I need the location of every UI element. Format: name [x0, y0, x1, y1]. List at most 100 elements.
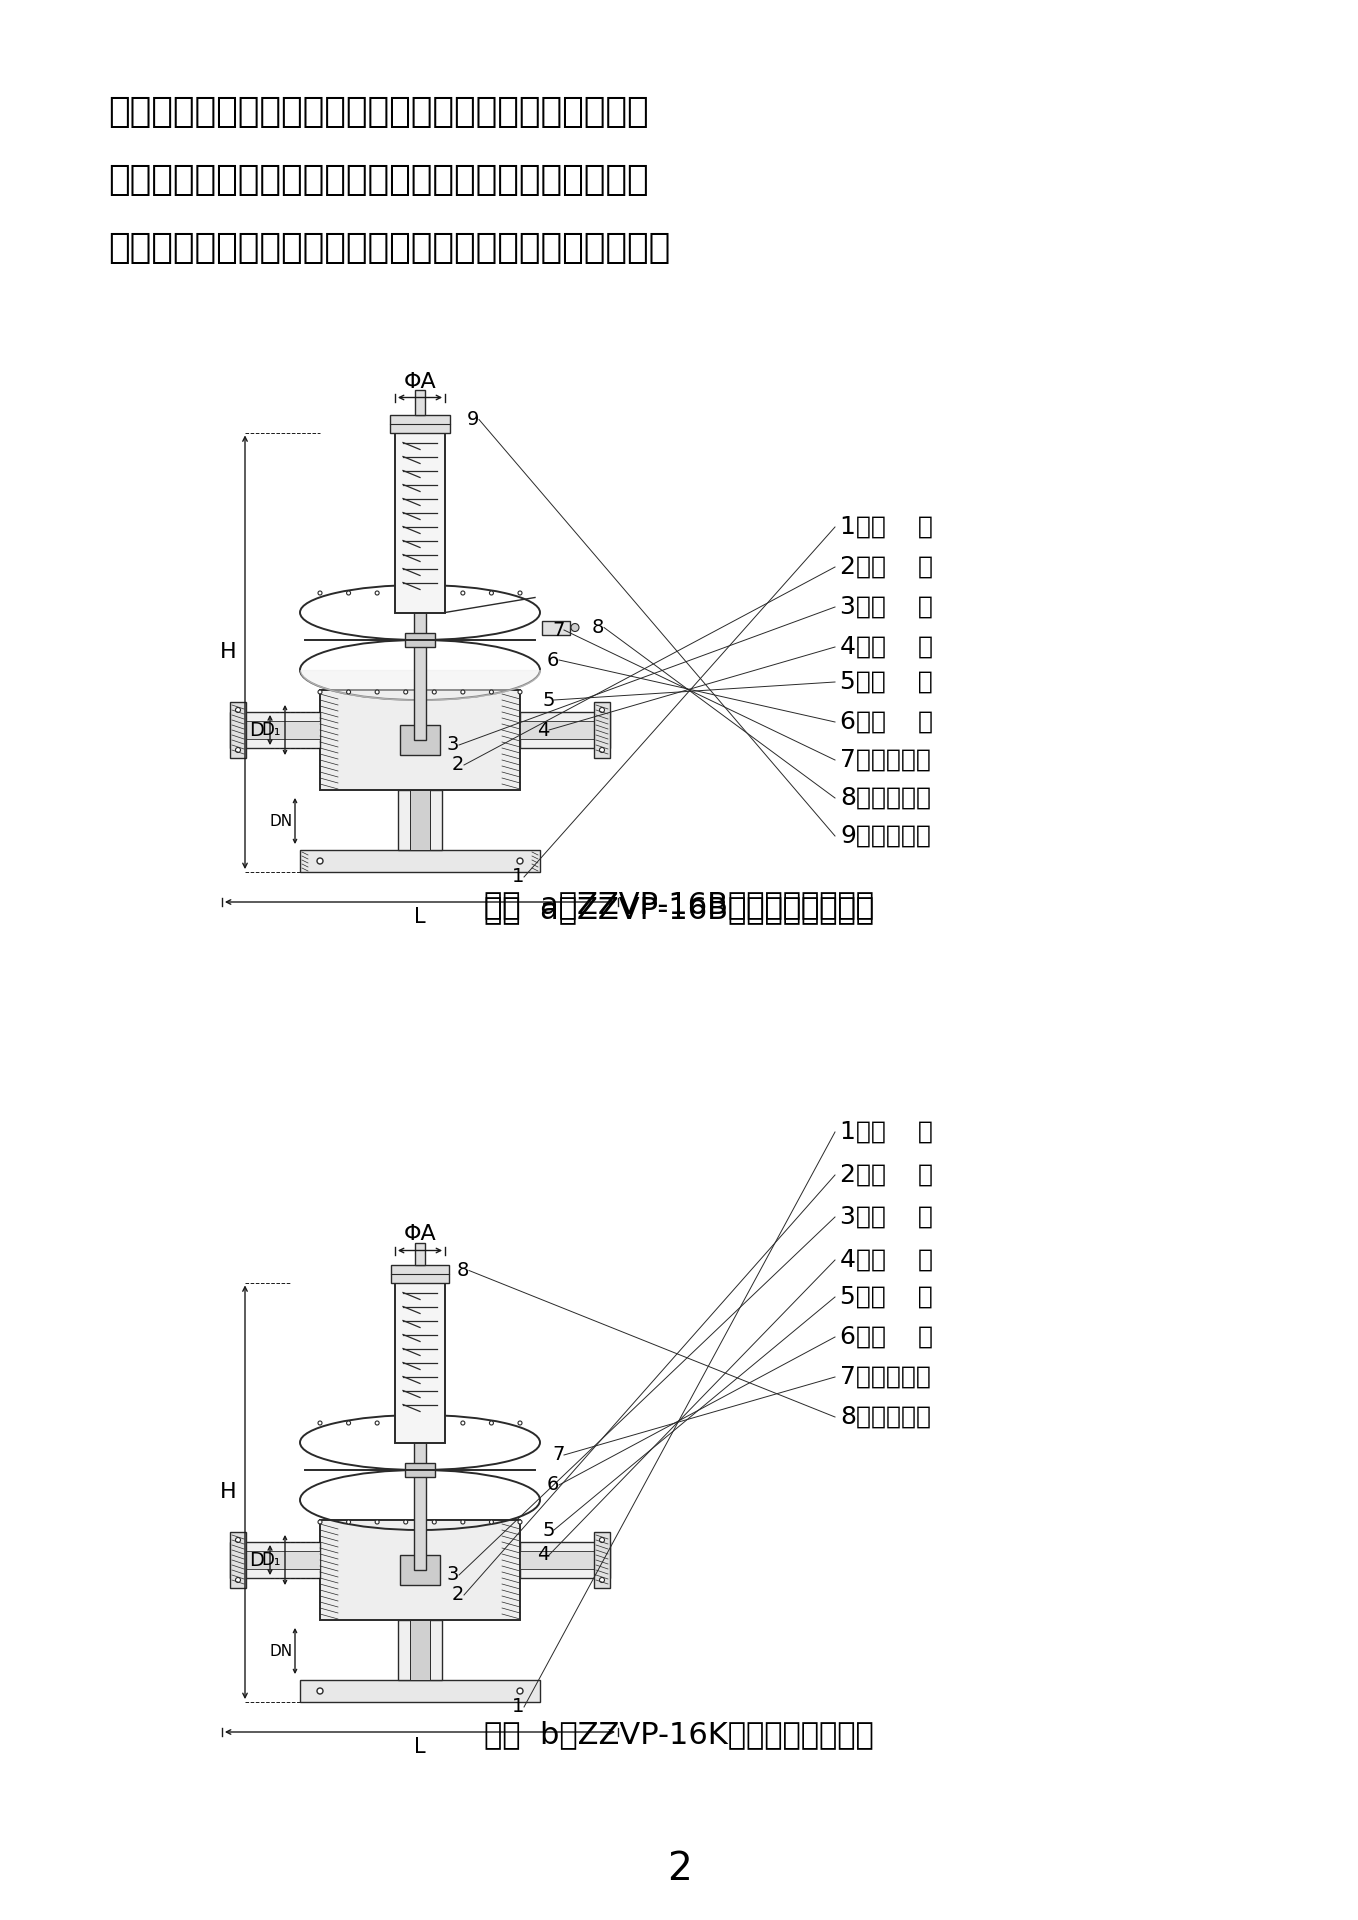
- Ellipse shape: [517, 858, 523, 864]
- Bar: [520, 712, 610, 749]
- Bar: [405, 634, 435, 647]
- Bar: [520, 722, 610, 739]
- Ellipse shape: [517, 591, 521, 595]
- Bar: [230, 1542, 320, 1578]
- Bar: [542, 620, 570, 634]
- Bar: [395, 1283, 445, 1442]
- Ellipse shape: [432, 591, 436, 595]
- Text: 8、调节螺母: 8、调节螺母: [841, 1405, 932, 1428]
- Ellipse shape: [517, 1421, 521, 1425]
- Ellipse shape: [432, 689, 436, 693]
- Text: 7: 7: [551, 1446, 565, 1465]
- Bar: [300, 1680, 540, 1701]
- Bar: [398, 789, 441, 851]
- Ellipse shape: [375, 689, 379, 693]
- Text: 2: 2: [452, 755, 464, 774]
- Text: 9: 9: [467, 411, 479, 428]
- Bar: [391, 1265, 449, 1283]
- Text: 图一  a、ZZVP-16B自力式微压调节阀: 图一 a、ZZVP-16B自力式微压调节阀: [483, 895, 875, 924]
- Text: 8、气源接头: 8、气源接头: [841, 785, 932, 810]
- Ellipse shape: [403, 1521, 407, 1524]
- Text: 1、阀    体: 1、阀 体: [841, 515, 933, 540]
- Text: 5、膜    盖: 5、膜 盖: [841, 1284, 933, 1309]
- Text: 6、膜    片: 6、膜 片: [841, 1325, 933, 1350]
- Text: 3: 3: [447, 1565, 459, 1584]
- Ellipse shape: [599, 1538, 604, 1542]
- Bar: [416, 1242, 425, 1265]
- Bar: [401, 726, 440, 755]
- Ellipse shape: [460, 1521, 464, 1524]
- Text: L: L: [414, 906, 426, 927]
- Bar: [414, 1432, 426, 1571]
- Text: D: D: [249, 1551, 263, 1569]
- Bar: [520, 1542, 610, 1578]
- Ellipse shape: [403, 689, 407, 693]
- Ellipse shape: [318, 689, 322, 693]
- Bar: [395, 432, 445, 612]
- Text: ΦA: ΦA: [403, 371, 436, 392]
- Text: 2: 2: [452, 1586, 464, 1605]
- Ellipse shape: [375, 1521, 379, 1524]
- Ellipse shape: [489, 591, 493, 595]
- Bar: [593, 1532, 610, 1588]
- Text: D₁: D₁: [262, 1551, 281, 1569]
- Bar: [230, 703, 246, 758]
- Text: 4: 4: [536, 1546, 550, 1565]
- Ellipse shape: [316, 1688, 323, 1693]
- Text: 8: 8: [458, 1261, 470, 1281]
- Bar: [414, 603, 426, 739]
- Ellipse shape: [489, 1421, 493, 1425]
- Bar: [593, 703, 610, 758]
- Text: H: H: [220, 643, 238, 662]
- Text: 7、压缩弹簧: 7、压缩弹簧: [841, 749, 930, 772]
- Text: 5: 5: [542, 691, 554, 710]
- Ellipse shape: [375, 591, 379, 595]
- Text: 1: 1: [512, 868, 524, 887]
- Ellipse shape: [460, 1421, 464, 1425]
- Bar: [410, 789, 430, 851]
- Text: 9、调节螺母: 9、调节螺母: [841, 824, 930, 849]
- Text: 2、阀    座: 2、阀 座: [841, 555, 933, 580]
- Text: 8: 8: [592, 618, 604, 637]
- Ellipse shape: [318, 591, 322, 595]
- Text: 4、阀    杆: 4、阀 杆: [841, 1248, 933, 1271]
- Ellipse shape: [460, 689, 464, 693]
- Text: 6: 6: [547, 1475, 559, 1494]
- Text: 7: 7: [551, 620, 565, 639]
- Ellipse shape: [599, 747, 604, 753]
- Bar: [230, 1532, 246, 1588]
- Text: D: D: [249, 720, 263, 739]
- Ellipse shape: [517, 689, 521, 693]
- Text: ΦA: ΦA: [403, 1225, 436, 1244]
- Bar: [520, 1551, 610, 1569]
- Text: 1、阀    体: 1、阀 体: [841, 1119, 933, 1144]
- Ellipse shape: [517, 1521, 521, 1524]
- Text: 3: 3: [447, 735, 459, 755]
- Ellipse shape: [403, 591, 407, 595]
- Text: DN: DN: [270, 1644, 293, 1659]
- Ellipse shape: [599, 1578, 604, 1582]
- Bar: [300, 851, 540, 872]
- Text: 图一  b、ZZVP-16K自力式微压调节阀: 图一 b、ZZVP-16K自力式微压调节阀: [483, 1720, 875, 1749]
- Ellipse shape: [517, 1688, 523, 1693]
- Text: 4: 4: [536, 720, 550, 739]
- Bar: [405, 1463, 435, 1476]
- Ellipse shape: [570, 624, 579, 632]
- Text: 4、阀    杆: 4、阀 杆: [841, 636, 933, 659]
- Ellipse shape: [403, 1421, 407, 1425]
- Ellipse shape: [432, 1521, 436, 1524]
- Bar: [416, 390, 425, 415]
- Ellipse shape: [489, 689, 493, 693]
- Ellipse shape: [235, 747, 240, 753]
- Text: 1: 1: [512, 1697, 524, 1716]
- Ellipse shape: [346, 689, 350, 693]
- Text: 5: 5: [542, 1521, 554, 1540]
- Text: 图一  a、ZZVP-16B自力式微压调节阀: 图一 a、ZZVP-16B自力式微压调节阀: [483, 891, 875, 920]
- Bar: [390, 415, 449, 432]
- Bar: [230, 722, 320, 739]
- Bar: [230, 1551, 320, 1569]
- Text: 3、阀    芯: 3、阀 芯: [841, 1206, 933, 1229]
- Ellipse shape: [318, 1521, 322, 1524]
- Ellipse shape: [460, 591, 464, 595]
- Bar: [401, 1555, 440, 1586]
